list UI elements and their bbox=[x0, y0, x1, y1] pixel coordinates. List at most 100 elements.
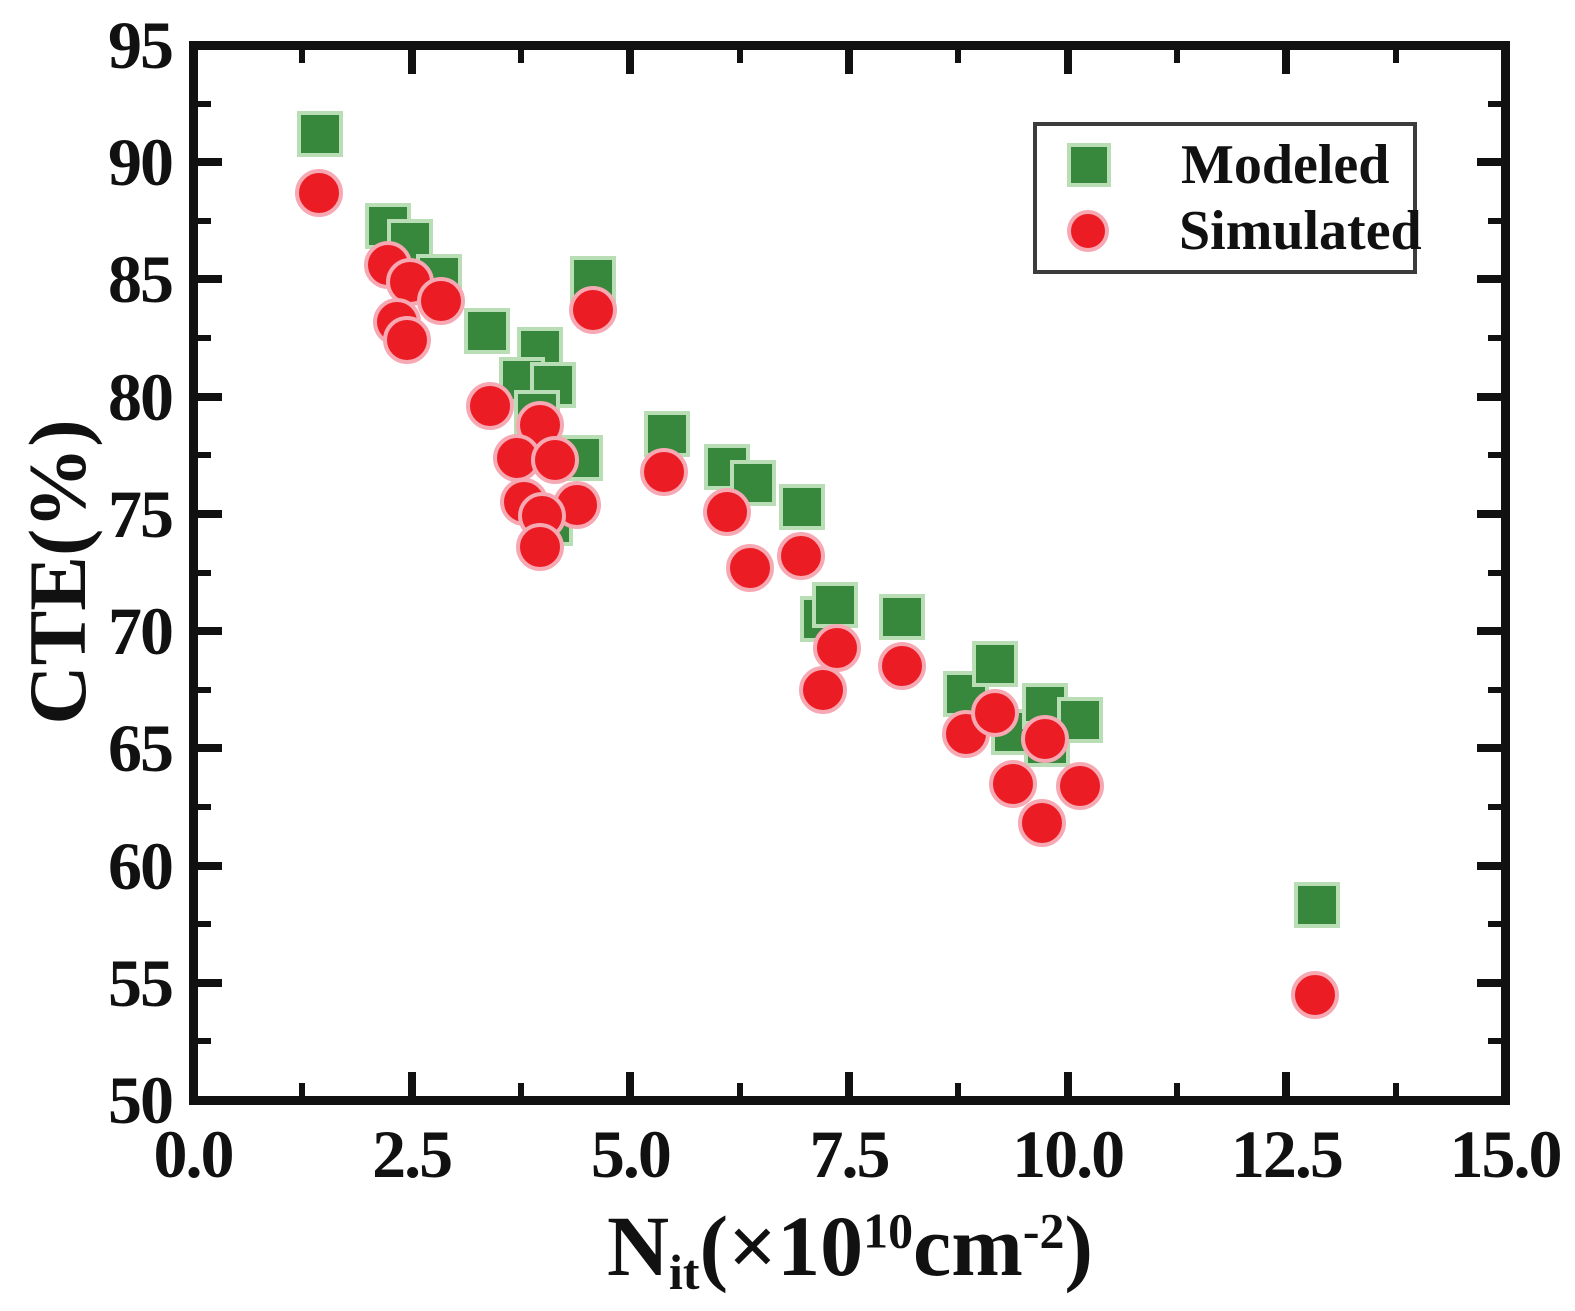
y-tick bbox=[197, 217, 211, 224]
x-tick bbox=[736, 1082, 743, 1096]
y-tick bbox=[1487, 452, 1501, 459]
x-axis-label-subscript: it bbox=[669, 1244, 700, 1300]
data-point-modeled bbox=[729, 460, 776, 507]
legend-item-modeled: Modeled bbox=[1037, 137, 1413, 193]
data-point-simulated bbox=[1055, 761, 1104, 810]
y-tick-label: 60 bbox=[108, 827, 174, 904]
data-point-simulated bbox=[798, 665, 847, 714]
y-tick bbox=[1476, 744, 1501, 753]
y-tick bbox=[197, 100, 211, 107]
axis-left bbox=[188, 40, 198, 1105]
data-point-modeled bbox=[972, 640, 1019, 687]
x-tick bbox=[1063, 49, 1072, 74]
data-point-simulated bbox=[1291, 970, 1340, 1019]
y-tick bbox=[1476, 41, 1501, 49]
x-tick bbox=[1174, 1082, 1180, 1096]
y-tick bbox=[197, 392, 222, 401]
y-tick bbox=[197, 452, 211, 459]
data-point-simulated bbox=[971, 689, 1020, 738]
x-axis-label-close: ) bbox=[1064, 1198, 1094, 1294]
data-point-modeled bbox=[463, 308, 510, 355]
y-tick bbox=[1487, 100, 1501, 107]
y-tick bbox=[197, 921, 211, 928]
x-tick bbox=[1282, 1071, 1291, 1096]
x-tick bbox=[299, 49, 306, 63]
x-tick-label: 10.0 bbox=[1012, 1116, 1125, 1192]
y-tick bbox=[197, 861, 222, 870]
x-tick-label: 15.0 bbox=[1449, 1116, 1563, 1192]
x-tick bbox=[1501, 1071, 1509, 1096]
legend: Modeled Simulated bbox=[1033, 122, 1422, 274]
y-tick bbox=[197, 275, 222, 284]
x-axis-label-unit-exponent: -2 bbox=[1022, 1203, 1065, 1259]
data-point-simulated bbox=[640, 447, 689, 496]
data-point-simulated bbox=[988, 759, 1037, 808]
y-tick-label: 85 bbox=[108, 241, 174, 318]
x-tick bbox=[1501, 49, 1509, 74]
x-tick bbox=[626, 49, 635, 74]
data-point-simulated bbox=[383, 316, 432, 365]
y-tick bbox=[1487, 803, 1501, 810]
x-tick-label: 0.0 bbox=[153, 1116, 235, 1192]
y-tick bbox=[1476, 275, 1501, 284]
y-tick bbox=[197, 509, 222, 518]
x-axis-label-exponent: 10 bbox=[863, 1203, 914, 1259]
y-tick-label: 50 bbox=[108, 1062, 174, 1138]
data-point-simulated bbox=[703, 487, 752, 536]
x-tick bbox=[518, 49, 524, 63]
y-tick bbox=[197, 686, 211, 693]
x-tick bbox=[1392, 49, 1399, 63]
simulated-circle-marker-icon bbox=[1067, 210, 1109, 253]
y-tick bbox=[1487, 921, 1501, 928]
data-point-simulated bbox=[878, 642, 927, 691]
x-tick bbox=[626, 1071, 635, 1096]
data-point-simulated bbox=[776, 532, 825, 581]
axis-right bbox=[1500, 40, 1510, 1105]
x-tick bbox=[407, 49, 416, 74]
y-tick-label: 80 bbox=[108, 358, 174, 435]
y-tick bbox=[197, 1096, 222, 1104]
axis-bottom bbox=[188, 1095, 1510, 1105]
data-point-simulated bbox=[417, 276, 466, 325]
x-tick-label: 5.0 bbox=[590, 1116, 672, 1192]
y-tick bbox=[1476, 1096, 1501, 1104]
y-tick bbox=[197, 1038, 211, 1045]
y-tick-label: 70 bbox=[108, 593, 174, 670]
data-point-simulated bbox=[1018, 799, 1067, 848]
y-tick-label: 90 bbox=[108, 124, 174, 201]
data-point-simulated bbox=[726, 543, 775, 592]
y-tick bbox=[1476, 627, 1501, 636]
modeled-square-marker-icon bbox=[1067, 142, 1111, 187]
x-tick bbox=[1392, 1082, 1399, 1096]
y-tick bbox=[1487, 335, 1501, 342]
y-tick bbox=[1487, 569, 1501, 576]
x-tick bbox=[518, 1082, 524, 1096]
x-tick bbox=[955, 1082, 962, 1096]
y-tick-label: 65 bbox=[108, 710, 174, 787]
x-tick bbox=[1174, 49, 1180, 63]
y-tick bbox=[1487, 686, 1501, 693]
y-tick bbox=[1487, 217, 1501, 224]
x-tick bbox=[955, 49, 962, 63]
data-point-simulated bbox=[812, 623, 861, 672]
x-tick bbox=[189, 1071, 197, 1096]
data-point-simulated bbox=[531, 435, 580, 484]
y-tick bbox=[1476, 861, 1501, 870]
data-point-simulated bbox=[1020, 714, 1069, 763]
x-tick-label: 2.5 bbox=[372, 1116, 453, 1192]
y-tick bbox=[1476, 509, 1501, 518]
x-tick bbox=[407, 1071, 416, 1096]
data-point-simulated bbox=[465, 382, 514, 431]
x-tick bbox=[845, 49, 853, 74]
x-tick bbox=[189, 49, 197, 74]
y-tick-label: 75 bbox=[108, 475, 174, 552]
x-tick bbox=[845, 1071, 853, 1096]
x-axis-label: Nit(×1010cm-2) bbox=[0, 1196, 1575, 1301]
y-tick bbox=[197, 335, 211, 342]
y-tick bbox=[197, 569, 211, 576]
y-tick bbox=[197, 41, 222, 49]
data-point-simulated bbox=[294, 168, 343, 217]
data-point-modeled bbox=[296, 111, 343, 158]
